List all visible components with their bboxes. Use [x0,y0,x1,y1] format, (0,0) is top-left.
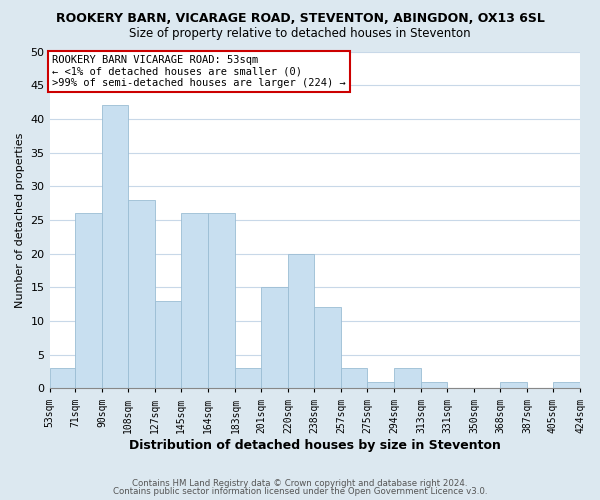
Bar [341,368,367,388]
Bar [553,382,580,388]
Text: ROOKERY BARN VICARAGE ROAD: 53sqm
← <1% of detached houses are smaller (0)
>99% : ROOKERY BARN VICARAGE ROAD: 53sqm ← <1% … [52,55,346,88]
Y-axis label: Number of detached properties: Number of detached properties [15,132,25,308]
Bar [235,368,261,388]
Bar [75,213,103,388]
X-axis label: Distribution of detached houses by size in Steventon: Distribution of detached houses by size … [129,440,501,452]
Bar [103,106,128,389]
Text: ROOKERY BARN, VICARAGE ROAD, STEVENTON, ABINGDON, OX13 6SL: ROOKERY BARN, VICARAGE ROAD, STEVENTON, … [56,12,544,26]
Bar [394,368,421,388]
Bar [261,287,289,388]
Bar [181,213,208,388]
Bar [155,300,181,388]
Bar [128,200,155,388]
Bar [289,254,314,388]
Bar [208,213,235,388]
Bar [421,382,447,388]
Bar [314,308,341,388]
Text: Contains public sector information licensed under the Open Government Licence v3: Contains public sector information licen… [113,487,487,496]
Text: Size of property relative to detached houses in Steventon: Size of property relative to detached ho… [129,28,471,40]
Bar [500,382,527,388]
Bar [50,368,75,388]
Text: Contains HM Land Registry data © Crown copyright and database right 2024.: Contains HM Land Registry data © Crown c… [132,478,468,488]
Bar [367,382,394,388]
